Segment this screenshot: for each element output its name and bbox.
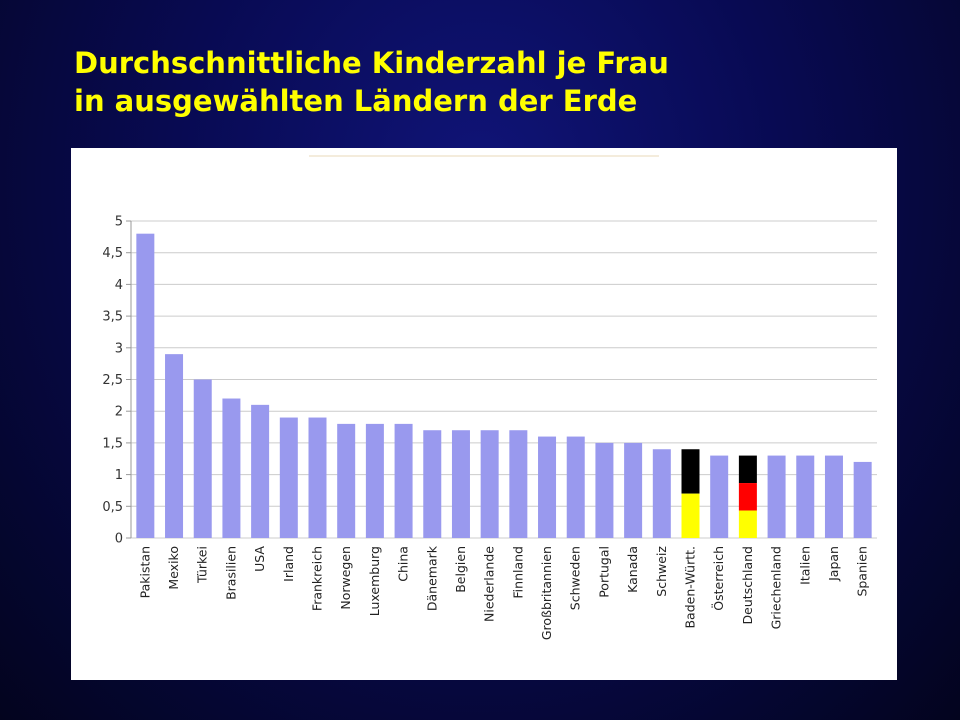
x-tick-label: Deutschland <box>740 546 755 624</box>
x-tick-label: Portugal <box>596 546 611 598</box>
bar-10 <box>423 430 442 538</box>
bar-3 <box>222 398 241 538</box>
slide-title-line-1: Durchschnittliche Kinderzahl je Frau <box>74 46 669 80</box>
x-tick-label: Pakistan <box>137 546 152 598</box>
bar-12 <box>480 430 499 538</box>
bar-segment-gold <box>681 493 700 538</box>
y-tick-label: 1 <box>115 468 123 483</box>
y-tick-label: 4 <box>115 278 123 293</box>
bar-22 <box>767 455 786 538</box>
x-tick-label: Baden-Württ. <box>683 546 698 629</box>
bar-18 <box>652 449 671 538</box>
x-tick-label: China <box>396 546 411 582</box>
bar-23 <box>796 455 815 538</box>
x-tick-label: Kanada <box>625 546 640 593</box>
bar-19 <box>681 449 700 538</box>
x-tick-label: Schweden <box>568 546 583 610</box>
x-tick-label: Norwegen <box>338 546 353 610</box>
bar-chart: 0 0,5 1 1,5 2 2,5 3 3,5 4 4,5 5 Pakistan Mexiko Türk… <box>102 155 877 640</box>
slide-title: Durchschnittliche Kinderzahl je Frau in … <box>74 44 934 120</box>
gridlines <box>131 220 877 539</box>
x-tick-label: USA <box>252 546 267 572</box>
bars <box>136 233 872 538</box>
bar-7 <box>337 423 356 538</box>
bar-13 <box>509 430 528 538</box>
bar-6 <box>308 417 327 538</box>
x-tick-label: Italien <box>797 546 812 585</box>
bar-2 <box>193 379 212 538</box>
bar-4 <box>251 404 270 538</box>
x-tick-label: Spanien <box>855 546 870 597</box>
x-tick-label: Großbritannien <box>539 546 554 640</box>
chart-panel: 0 0,5 1 1,5 2 2,5 3 3,5 4 4,5 5 Pakistan Mexiko Türk… <box>71 148 897 680</box>
bar-25 <box>853 461 872 538</box>
bar-5 <box>279 417 298 538</box>
bar-14 <box>538 436 557 538</box>
x-tick-label: Brasilien <box>223 546 238 600</box>
x-tick-label: Niederlande <box>482 546 497 622</box>
x-tick-label: Schweiz <box>654 546 669 597</box>
y-axis: 0 0,5 1 1,5 2 2,5 3 3,5 4 4,5 5 <box>102 215 132 547</box>
slide-title-line-2: in ausgewählten Ländern der Erde <box>74 84 638 118</box>
y-tick-label: 3,5 <box>102 310 123 325</box>
bar-segment-black <box>681 449 700 494</box>
bar-segment-black <box>738 455 757 484</box>
x-tick-label: Mexiko <box>166 546 181 590</box>
y-tick-label: 5 <box>115 215 123 230</box>
x-tick-label: Japan <box>826 546 841 582</box>
y-tick-label: 0,5 <box>102 500 123 515</box>
bar-15 <box>566 436 585 538</box>
x-tick-label: Finnland <box>510 546 525 599</box>
y-tick-label: 0 <box>115 532 123 547</box>
x-axis-labels: Pakistan Mexiko Türkei Brasilien USA Irland Fr… <box>137 545 869 640</box>
x-tick-label: Österreich <box>710 546 726 611</box>
x-tick-label: Luxemburg <box>367 546 382 616</box>
bar-24 <box>824 455 843 538</box>
bar-9 <box>394 423 413 538</box>
x-tick-label: Belgien <box>453 546 468 593</box>
bar-0 <box>136 233 155 538</box>
bar-21 <box>738 455 757 538</box>
x-tick-label: Griechenland <box>769 546 784 629</box>
bar-20 <box>710 455 729 538</box>
bar-1 <box>165 354 184 538</box>
y-tick-label: 2 <box>115 405 123 420</box>
x-tick-label: Türkei <box>195 546 210 584</box>
x-tick-label: Dänemark <box>424 545 439 611</box>
bar-8 <box>365 423 384 538</box>
y-tick-label: 2,5 <box>102 373 123 388</box>
y-tick-label: 1,5 <box>102 436 123 451</box>
bar-segment-gold <box>738 510 757 538</box>
bar-16 <box>595 442 614 538</box>
bar-segment-red <box>738 483 757 511</box>
x-tick-label: Irland <box>281 546 296 582</box>
x-tick-label: Frankreich <box>310 546 325 611</box>
y-tick-label: 3 <box>115 341 123 356</box>
bar-17 <box>624 442 643 538</box>
bar-11 <box>451 430 470 538</box>
y-tick-label: 4,5 <box>102 246 123 261</box>
